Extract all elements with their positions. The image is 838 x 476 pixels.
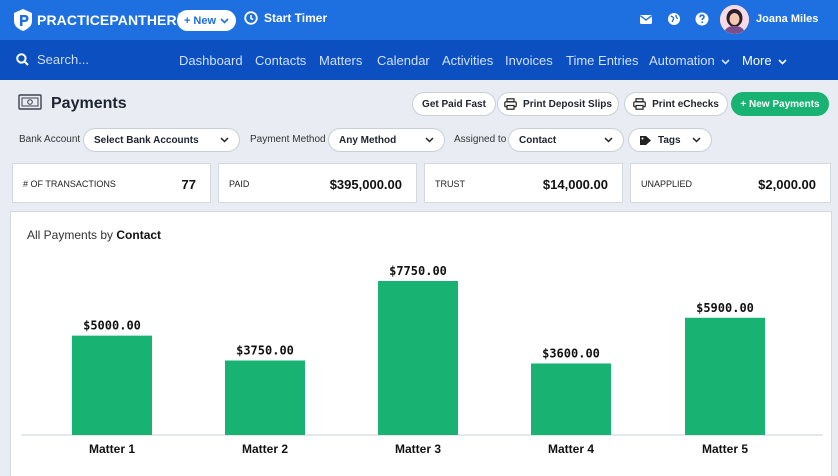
nav-activities[interactable]: Activities: [442, 53, 494, 68]
assigned-to-value: Contact: [519, 134, 557, 146]
user-avatar[interactable]: [720, 5, 749, 34]
payment-method-value: Any Method: [339, 134, 397, 146]
new-button[interactable]: + New: [177, 10, 236, 31]
page-title: Payments: [51, 95, 127, 112]
mail-icon[interactable]: [638, 11, 654, 27]
start-timer-button[interactable]: Start Timer: [244, 11, 327, 25]
payment-method-label: Payment Method: [250, 134, 326, 145]
search-input[interactable]: Search...: [16, 52, 89, 67]
category-tick-label: Matter 1: [89, 442, 135, 456]
stat-value: $14,000.00: [542, 177, 608, 192]
nav-matters[interactable]: Matters: [319, 53, 363, 68]
payments-icon: [18, 94, 42, 110]
user-name[interactable]: Joana Miles: [756, 13, 819, 25]
stat-card-paid: PAID $395,000.00: [218, 163, 417, 203]
search-icon: [16, 53, 29, 66]
new-payments-button[interactable]: + New Payments: [731, 92, 829, 116]
bar-3[interactable]: [378, 281, 458, 435]
start-timer-label: Start Timer: [264, 11, 328, 25]
get-paid-fast-button[interactable]: Get Paid Fast: [412, 92, 496, 116]
bar-value-label: $7750.00: [389, 264, 447, 278]
printer-icon: [633, 98, 646, 110]
bar-value-label: $5900.00: [696, 301, 754, 315]
app-logo[interactable]: PRACTICEPANTHER ®: [12, 8, 183, 32]
tag-icon: [640, 135, 651, 145]
stat-card-transactions: # OF TRANSACTIONS 77: [12, 163, 211, 203]
clock-icon: [244, 11, 258, 25]
nav-automation[interactable]: Automation: [649, 53, 730, 68]
bar-value-label: $3600.00: [542, 346, 600, 360]
help-icon[interactable]: [694, 11, 710, 27]
category-tick-label: Matter 4: [548, 442, 594, 456]
panther-shield-icon: [14, 9, 32, 31]
chevron-down-icon: [604, 137, 613, 143]
stat-label: TRUST: [435, 179, 465, 189]
user-portrait-icon: [720, 5, 749, 34]
stat-value: $395,000.00: [329, 177, 402, 192]
tags-select[interactable]: Tags: [628, 128, 712, 152]
chevron-down-icon: [220, 137, 229, 143]
main-nav: Search... Dashboard Contacts Matters Cal…: [0, 40, 838, 80]
stat-value: 77: [181, 177, 196, 192]
new-button-label: + New: [183, 14, 217, 27]
stat-label: PAID: [229, 179, 250, 189]
print-echecks-button[interactable]: Print eChecks: [624, 92, 728, 116]
bar-value-label: $3750.00: [236, 343, 294, 357]
bar-4[interactable]: [531, 363, 611, 435]
chart-title-group: Contact: [116, 228, 162, 242]
category-tick-label: Matter 5: [702, 442, 748, 456]
app-name: PRACTICEPANTHER: [37, 12, 177, 28]
bar-value-label: $5000.00: [83, 319, 141, 333]
search-placeholder: Search...: [37, 52, 90, 67]
bar-2[interactable]: [225, 360, 305, 435]
chart-panel: All Payments by Contact $5000.00 Matter 1…: [10, 211, 832, 476]
category-tick-label: Matter 3: [395, 442, 441, 456]
payments-bar-chart: $5000.00 Matter 1 $3750.00 Matter 2 $7750.00…: [21, 264, 823, 456]
tags-value: Tags: [658, 134, 681, 146]
payment-method-select[interactable]: Any Method: [328, 128, 445, 152]
category-tick-label: Matter 2: [242, 442, 288, 456]
stat-value: $2,000.00: [758, 177, 816, 192]
printer-icon: [504, 98, 517, 110]
get-paid-fast-label: Get Paid Fast: [422, 98, 486, 110]
nav-time-entries[interactable]: Time Entries: [566, 53, 639, 68]
top-bar: PRACTICEPANTHER ® + New Start Timer Joan…: [0, 0, 838, 40]
new-payments-label: + New Payments: [740, 98, 820, 110]
stat-card-unapplied: UNAPPLIED $2,000.00: [630, 163, 831, 203]
bar-1[interactable]: [72, 335, 152, 435]
nav-calendar[interactable]: Calendar: [377, 53, 430, 68]
chevron-down-icon: [425, 137, 434, 143]
nav-more[interactable]: More: [742, 53, 787, 68]
chevron-down-icon: [721, 59, 730, 65]
chart-title-prefix: All Payments by: [27, 228, 117, 242]
chevron-down-icon: [778, 59, 787, 65]
chevron-down-icon: [220, 17, 229, 24]
assigned-to-label: Assigned to: [454, 134, 507, 145]
nav-invoices[interactable]: Invoices: [505, 53, 553, 68]
bank-account-value: Select Bank Accounts: [94, 134, 199, 146]
bank-account-select[interactable]: Select Bank Accounts: [83, 128, 240, 152]
nav-automation-label: Automation: [649, 53, 715, 68]
print-deposit-slips-label: Print Deposit Slips: [523, 98, 612, 110]
globe-icon[interactable]: [666, 11, 682, 27]
bar-5[interactable]: [685, 317, 765, 435]
chart-title: All Payments by Contact: [27, 228, 161, 242]
stat-card-trust: TRUST $14,000.00: [424, 163, 623, 203]
stat-label: UNAPPLIED: [641, 179, 693, 189]
bank-account-label: Bank Account: [19, 134, 81, 145]
stat-label: # OF TRANSACTIONS: [23, 179, 116, 189]
print-echecks-label: Print eChecks: [652, 98, 719, 110]
nav-dashboard[interactable]: Dashboard: [179, 53, 243, 68]
print-deposit-slips-button[interactable]: Print Deposit Slips: [497, 92, 619, 116]
chevron-down-icon: [692, 137, 701, 143]
assigned-to-select[interactable]: Contact: [508, 128, 624, 152]
nav-contacts[interactable]: Contacts: [255, 53, 307, 68]
nav-more-label: More: [742, 53, 772, 68]
